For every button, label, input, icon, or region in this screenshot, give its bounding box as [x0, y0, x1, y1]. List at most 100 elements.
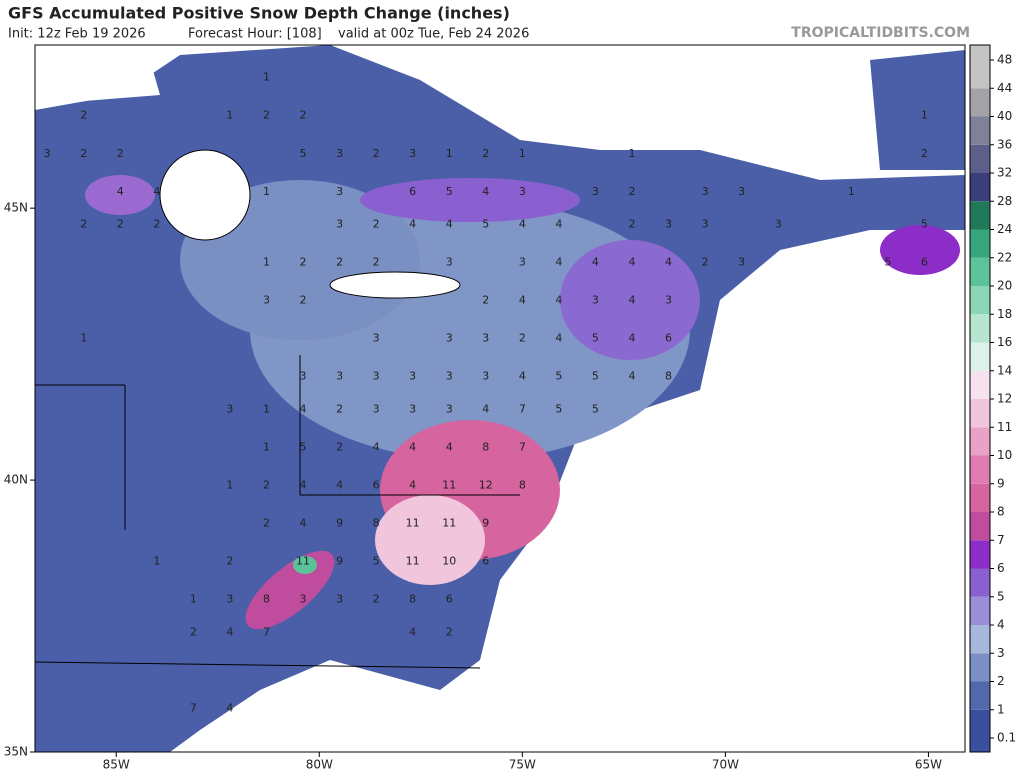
snow-value-label: 3	[336, 370, 343, 383]
snow-value-label: 1	[153, 555, 160, 568]
colorbar-label: 9	[997, 476, 1005, 490]
colorbar-label: 48	[997, 53, 1012, 67]
snow-value-label: 4	[373, 440, 380, 453]
snow-value-label: 3	[519, 185, 526, 198]
y-tick-label: 45N	[4, 201, 28, 215]
snow-value-label: 6	[921, 256, 928, 269]
snow-value-label: 2	[336, 402, 343, 415]
snow-value-label: 11	[406, 555, 420, 568]
snow-value-label: 4	[409, 440, 416, 453]
snow-value-label: 1	[921, 109, 928, 122]
colorbar-segment	[970, 229, 990, 258]
snow-value-label: 1	[628, 147, 635, 160]
snow-value-label: 2	[482, 294, 489, 307]
colorbar-label: 32	[997, 166, 1012, 180]
colorbar-label: 7	[997, 533, 1005, 547]
colorbar-label: 36	[997, 137, 1012, 151]
snow-value-label: 1	[263, 402, 270, 415]
snow-value-label: 2	[190, 625, 197, 638]
snow-value-label: 3	[226, 402, 233, 415]
snow-value-label: 4	[665, 256, 672, 269]
colorbar-label: 6	[997, 561, 1005, 575]
snow-value-label: 8	[409, 593, 416, 606]
snow-value-label: 3	[738, 185, 745, 198]
colorbar-end	[970, 738, 990, 752]
snow-value-label: 2	[117, 217, 124, 230]
snow-value-label: 2	[373, 217, 380, 230]
snow-value-label: 2	[373, 593, 380, 606]
colorbar: 0.11234567891011121416182022242832364044…	[969, 44, 1016, 753]
snow-value-label: 4	[336, 479, 343, 492]
snow-value-label: 3	[775, 217, 782, 230]
snow-value-label: 3	[336, 593, 343, 606]
snow-value-label: 4	[628, 332, 635, 345]
snow-value-label: 1	[226, 479, 233, 492]
snow-value-label: 3	[592, 294, 599, 307]
snow-value-label: 3	[226, 593, 233, 606]
snow-value-label: 1	[226, 109, 233, 122]
colorbar-segment	[970, 625, 990, 654]
snow-value-label: 2	[628, 185, 635, 198]
snow-value-label: 7	[519, 402, 526, 415]
snow-value-label: 5	[555, 402, 562, 415]
snow-value-label: 4	[409, 217, 416, 230]
colorbar-segment	[970, 88, 990, 117]
snow-value-label: 11	[406, 517, 420, 530]
x-tick-label: 70W	[712, 758, 739, 772]
snow-value-label: 3	[482, 332, 489, 345]
snow-value-label: 2	[226, 555, 233, 568]
state-borders	[35, 355, 520, 669]
snow-value-label: 3	[44, 147, 51, 160]
snow-value-label: 3	[446, 256, 453, 269]
snow-value-label: 1	[190, 593, 197, 606]
snow-value-label: 8	[263, 593, 270, 606]
colorbar-segment	[970, 483, 990, 512]
snow-value-label: 2	[153, 217, 160, 230]
snow-value-label: 4	[555, 332, 562, 345]
snow-value-label: 3	[446, 332, 453, 345]
snow-value-label: 3	[336, 217, 343, 230]
snow-value-label: 3	[592, 185, 599, 198]
snow-value-label: 4	[482, 185, 489, 198]
colorbar-segment	[970, 709, 990, 738]
colorbar-label: 10	[997, 448, 1012, 462]
colorbar-label: 2	[997, 674, 1005, 688]
colorbar-label: 24	[997, 222, 1012, 236]
colorbar-label: 14	[997, 363, 1012, 377]
snow-value-label: 1	[848, 185, 855, 198]
snow-value-label: 7	[190, 701, 197, 714]
colorbar-segment	[970, 681, 990, 710]
lake-michigan	[159, 149, 251, 241]
snow-value-label: 2	[373, 256, 380, 269]
snow-value-label: 3	[702, 217, 709, 230]
colorbar-segment	[970, 455, 990, 484]
snow-value-label: 2	[300, 109, 307, 122]
snow-value-label: 11	[296, 555, 310, 568]
snow-value-label: 4	[446, 217, 453, 230]
snow-value-label: 6	[665, 332, 672, 345]
title: GFS Accumulated Positive Snow Depth Chan…	[8, 4, 510, 23]
snow-value-label: 4	[555, 217, 562, 230]
colorbar-segment	[970, 314, 990, 343]
snow-value-label: 4	[300, 479, 307, 492]
snow-value-label: 2	[702, 256, 709, 269]
colorbar-end	[970, 45, 990, 60]
colorbar-label: 22	[997, 250, 1012, 264]
snow-value-label: 4	[153, 185, 160, 198]
snow-value-label: 3	[409, 402, 416, 415]
snow-value-label: 4	[226, 701, 233, 714]
snow-value-label: 6	[446, 593, 453, 606]
snow-value-label: 4	[482, 402, 489, 415]
x-tick-label: 65W	[915, 758, 942, 772]
snow-value-label: 4	[519, 294, 526, 307]
snow-value-label: 3	[300, 370, 307, 383]
colorbar-label: 0.1	[997, 731, 1016, 745]
colorbar-segment	[970, 568, 990, 597]
snow-value-label: 1	[263, 185, 270, 198]
colorbar-label: 12	[997, 392, 1012, 406]
snow-value-label: 4	[592, 256, 599, 269]
colorbar-segment	[970, 144, 990, 173]
snow-value-label: 5	[592, 370, 599, 383]
